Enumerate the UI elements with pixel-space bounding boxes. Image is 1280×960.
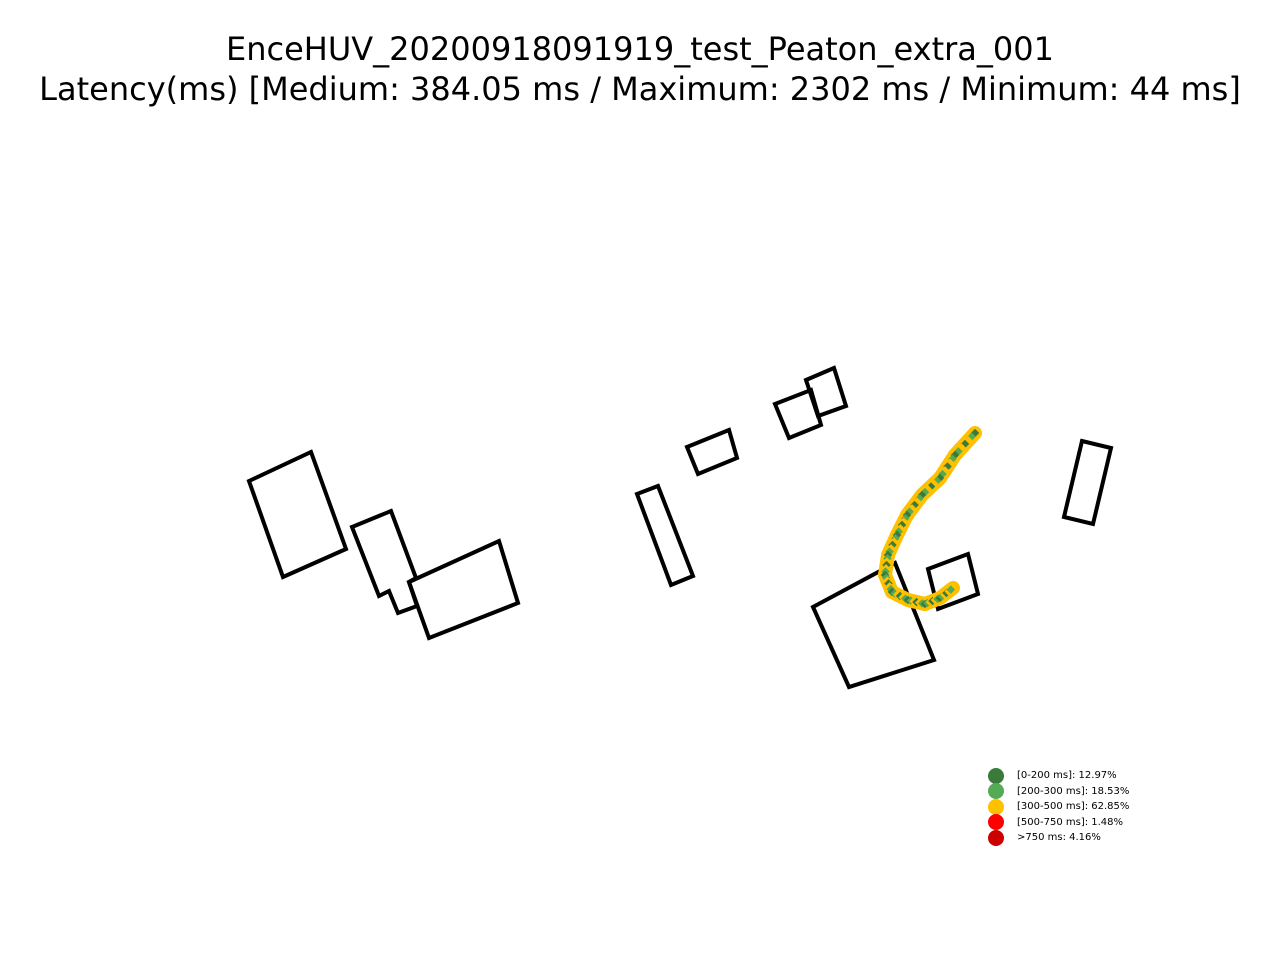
legend-item: [200-300 ms]: 18.53%: [988, 783, 1130, 800]
building-outline: [810, 560, 937, 690]
building-outline: [406, 538, 521, 641]
legend-label: [0-200 ms]: 12.97%: [1017, 770, 1117, 782]
legend-label: [500-750 ms]: 1.48%: [1017, 816, 1124, 828]
legend-marker-icon: [988, 798, 1004, 815]
legend-item: [300-500 ms]: 62.85%: [988, 798, 1130, 815]
building-outline: [772, 387, 824, 441]
legend-label: [200-300 ms]: 18.53%: [1017, 785, 1130, 797]
building-outline: [684, 427, 740, 477]
legend: [0-200 ms]: 12.97% [200-300 ms]: 18.53% …: [988, 767, 1130, 846]
legend-marker-icon: [988, 814, 1004, 831]
building-outline: [246, 449, 349, 580]
legend-item: >750 ms: 4.16%: [988, 829, 1129, 846]
legend-item: [500-750 ms]: 1.48%: [988, 814, 1129, 831]
legend-item: [0-200 ms]: 12.97%: [988, 767, 1129, 784]
legend-label: [300-500 ms]: 62.85%: [1017, 801, 1130, 813]
legend-marker-icon: [988, 783, 1004, 800]
track-point: [946, 585, 956, 594]
chart-title: EnceHUV_20200918091919_test_Peaton_extra…: [226, 30, 1054, 68]
latency-track: [878, 426, 982, 611]
building-outline: [1061, 438, 1114, 527]
legend-label: >750 ms: 4.16%: [1017, 832, 1101, 844]
legend-marker-icon: [988, 829, 1004, 846]
chart-subtitle: Latency(ms) [Medium: 384.05 ms / Maximum…: [39, 70, 1241, 108]
building-outline: [349, 508, 420, 616]
building-outline: [634, 483, 696, 588]
building-outline: [803, 365, 849, 419]
legend-marker-icon: [988, 767, 1004, 784]
